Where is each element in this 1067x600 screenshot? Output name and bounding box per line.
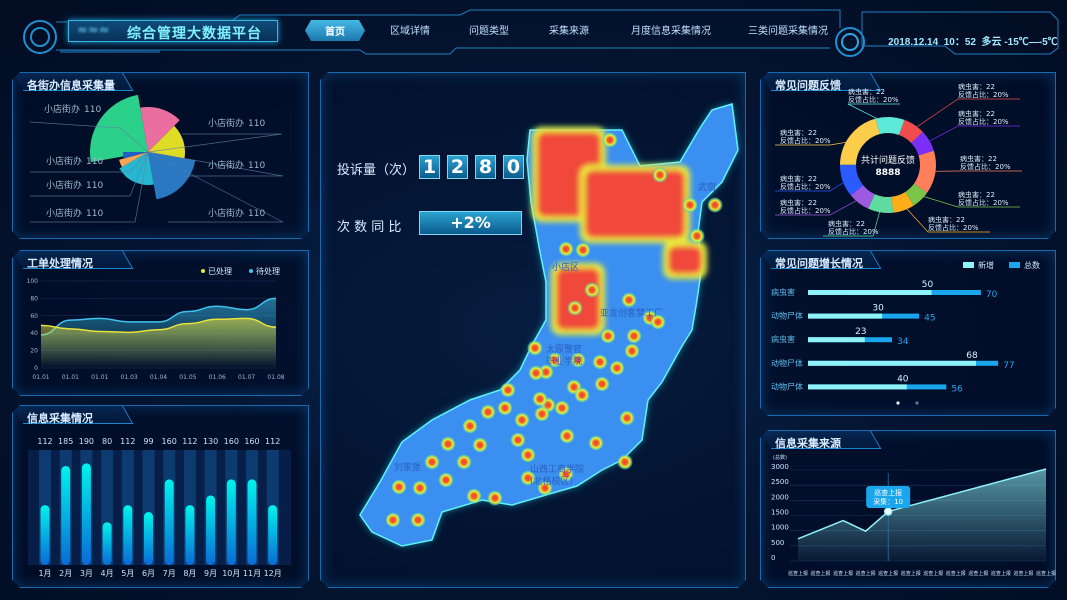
heat-spot xyxy=(500,382,516,398)
complaint-digit: 0 xyxy=(503,155,524,179)
map-place-label: 亚龙创客梦工厂 xyxy=(600,307,663,319)
heat-spot xyxy=(440,436,456,452)
yoy-value: +2% xyxy=(419,211,522,235)
panel-title: 工单处理情况 xyxy=(27,257,93,270)
heat-spot xyxy=(558,466,574,482)
map-place-label: (北格校区) xyxy=(530,475,573,487)
heat-spot xyxy=(520,447,536,463)
app-title-box: ≈≈≈ 综合管理大数据平台 xyxy=(68,20,278,42)
heat-spot xyxy=(466,488,482,504)
heat-spot xyxy=(624,343,640,359)
heat-spot xyxy=(650,314,666,330)
heat-spot xyxy=(385,512,401,528)
complaints-label: 投诉量（次） xyxy=(337,163,416,178)
heat-spot xyxy=(652,167,668,183)
app-title: 综合管理大数据平台 xyxy=(127,26,262,42)
heat-spot xyxy=(424,454,440,470)
heat-spot xyxy=(594,376,610,392)
heat-spot xyxy=(462,418,478,434)
heat-spot xyxy=(626,328,642,344)
weather: 多云 -15℃—-5℃ xyxy=(981,37,1058,48)
heat-spot xyxy=(480,404,496,420)
heat-spot xyxy=(510,432,526,448)
heat-spot xyxy=(487,490,503,506)
heat-spot xyxy=(682,197,698,213)
panel-title: 信息采集来源 xyxy=(775,437,841,450)
panel-title: 信息采集情况 xyxy=(27,412,93,425)
heat-spot xyxy=(520,470,536,486)
heat-spot xyxy=(527,340,543,356)
heat-spot xyxy=(559,428,575,444)
heat-spot xyxy=(554,400,570,416)
heat-spot xyxy=(514,412,530,428)
heat-spot xyxy=(600,328,616,344)
nav-tab-3[interactable]: 采集来源 xyxy=(549,26,589,37)
heat-spot xyxy=(547,352,563,368)
heat-spot xyxy=(575,242,591,258)
nav-tab-1[interactable]: 区域详情 xyxy=(390,26,430,37)
map-place-label: 刘家堡 xyxy=(394,461,421,473)
heat-spot xyxy=(617,454,633,470)
heat-spot xyxy=(570,352,586,368)
heat-spot xyxy=(707,197,723,213)
nav-tab-4[interactable]: 月度信息采集情况 xyxy=(631,26,711,37)
heat-spot xyxy=(534,406,550,422)
panel-title: 常见问题反馈 xyxy=(775,79,841,92)
heat-spot xyxy=(588,435,604,451)
map-place-label: 山西工商学院 xyxy=(530,463,584,475)
datetime-weather: 2018.12.14 10：52 多云 -15℃—-5℃ xyxy=(877,22,1058,59)
datetime: 2018.12.14 10：52 xyxy=(888,37,976,48)
heat-spot xyxy=(532,391,548,407)
nav-tab-2[interactable]: 问题类型 xyxy=(469,26,509,37)
heat-spot xyxy=(619,410,635,426)
map-place-label: 武宿 xyxy=(698,181,716,193)
heat-spot xyxy=(537,480,553,496)
heat-spot xyxy=(497,400,513,416)
heat-spot xyxy=(574,387,590,403)
heat-spot xyxy=(592,354,608,370)
feedback-panel: 常见问题反馈 xyxy=(760,72,1056,239)
heat-spot xyxy=(584,282,600,298)
heat-zone xyxy=(556,268,600,330)
heat-spot xyxy=(689,228,705,244)
panel-title: 各街办信息采集量 xyxy=(27,79,115,92)
map-place-label: 职业学院 xyxy=(546,355,582,367)
nav-tab-0[interactable]: 首页 xyxy=(305,20,365,41)
complaint-digit: 2 xyxy=(447,155,468,179)
heat-zone xyxy=(668,246,702,274)
heat-spot xyxy=(412,480,428,496)
heat-hotspots xyxy=(532,127,707,335)
panel-title: 常见问题增长情况 xyxy=(775,257,863,270)
map-place-label: 小店区 xyxy=(552,261,579,273)
heat-spot xyxy=(528,365,544,381)
source-panel: 信息采集来源 xyxy=(760,430,1056,588)
heat-spot xyxy=(456,454,472,470)
heat-spot xyxy=(621,292,637,308)
heat-spot xyxy=(438,472,454,488)
heat-spot xyxy=(558,241,574,257)
complaint-digit: 1 xyxy=(419,155,440,179)
heat-spot xyxy=(567,300,583,316)
heat-spot xyxy=(391,479,407,495)
growth-panel: 常见问题增长情况 xyxy=(760,250,1056,416)
heat-spot xyxy=(410,512,426,528)
yoy-label: 次 数 同 比 xyxy=(337,220,402,235)
heat-zone xyxy=(585,170,685,238)
heat-spot xyxy=(602,132,618,148)
map-place-label: 太原警官 xyxy=(546,343,582,355)
logo: ≈≈≈ xyxy=(77,23,110,38)
complaint-digit: 8 xyxy=(475,155,496,179)
nav-tab-5[interactable]: 三类问题采集情况 xyxy=(748,26,828,37)
heat-spot xyxy=(609,360,625,376)
heat-spot xyxy=(472,437,488,453)
